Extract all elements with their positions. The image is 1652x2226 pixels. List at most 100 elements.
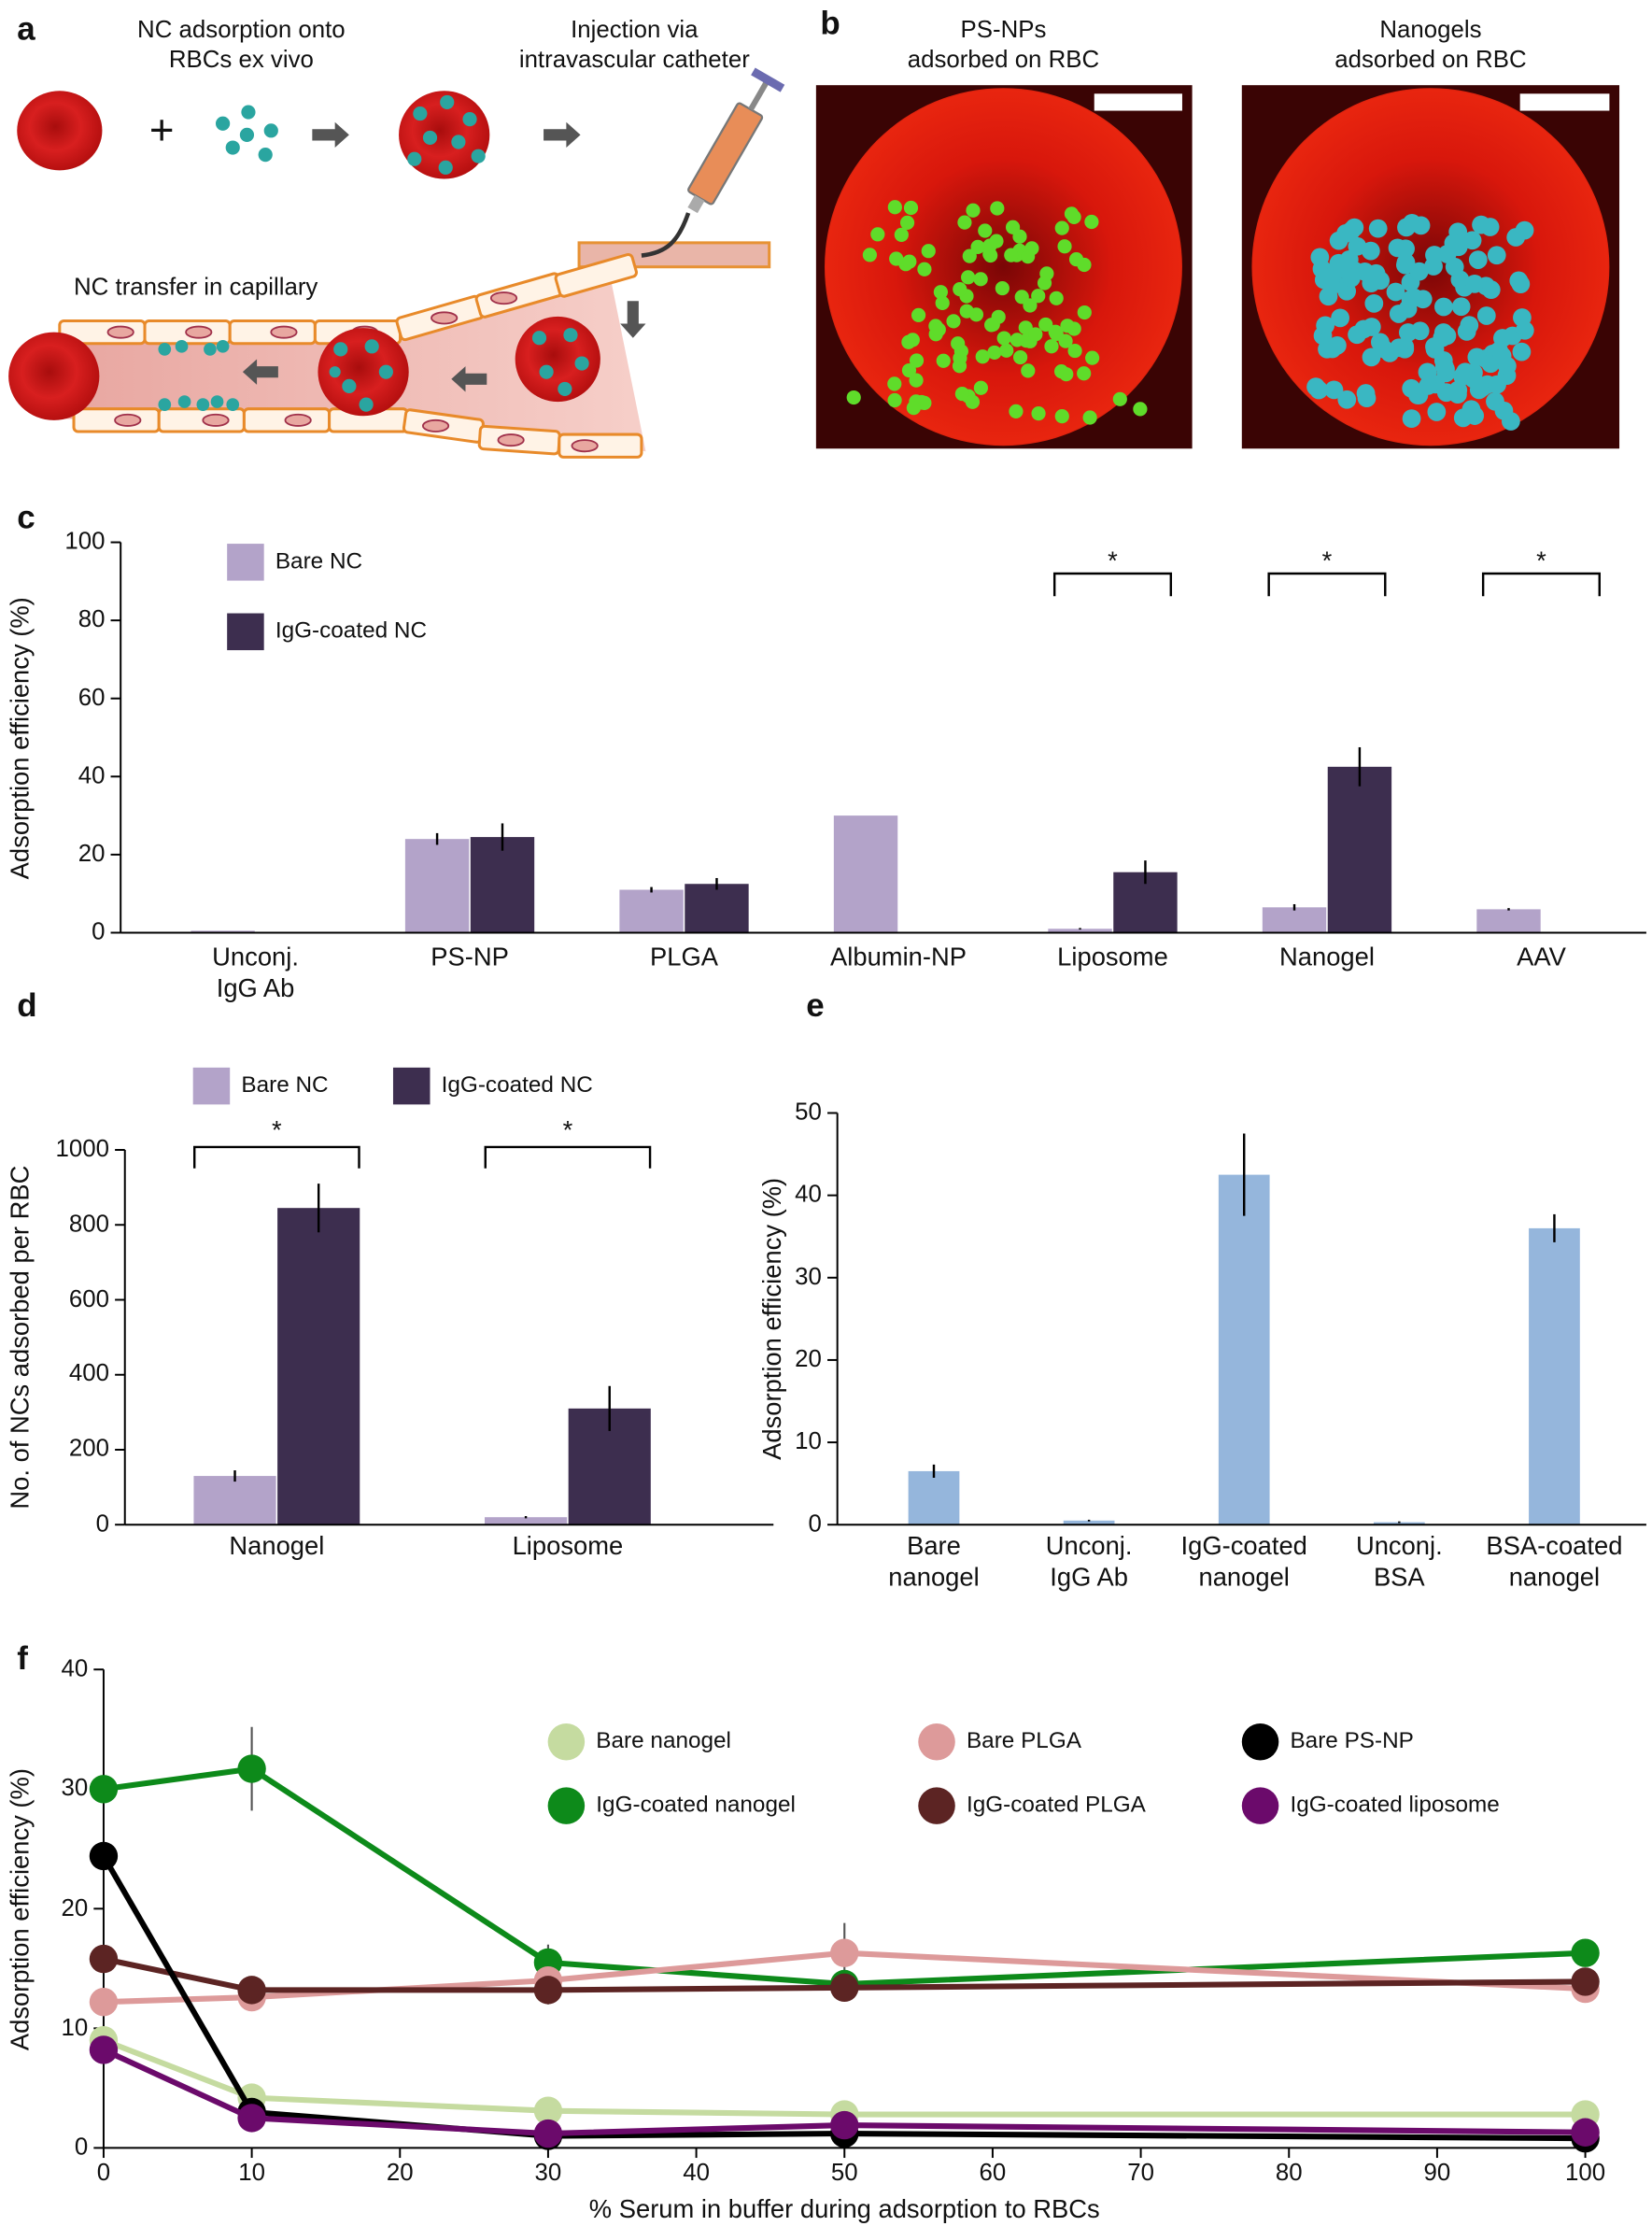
micrographs (815, 85, 1620, 449)
particle (995, 280, 1010, 296)
y-tick-label: 10 (795, 1427, 822, 1455)
bar (404, 839, 470, 933)
x-tick-label: 70 (1127, 2158, 1154, 2186)
particle (1060, 319, 1075, 333)
particle (946, 314, 961, 329)
particle (931, 322, 946, 337)
step-label: Injection via intravascular catheter (518, 16, 750, 73)
particle (1082, 410, 1097, 425)
panel-label: f (17, 1639, 28, 1677)
legend-label: IgG-coated NC (275, 618, 428, 644)
x-tick-label: 50 (830, 2158, 858, 2186)
particle (1306, 377, 1325, 397)
rbc-image (824, 88, 1182, 447)
particle (1009, 404, 1024, 419)
y-tick-label: 20 (78, 840, 106, 868)
data-point (830, 1973, 859, 2003)
particle (1493, 329, 1512, 347)
legend-swatch (227, 544, 264, 581)
particle (887, 200, 902, 215)
bar (1048, 929, 1112, 933)
data-point (237, 1754, 266, 1783)
particle (1512, 342, 1532, 362)
particle (1024, 241, 1039, 256)
particle (1337, 390, 1357, 409)
x-tick-label: Nanogel (1279, 943, 1375, 971)
particle (887, 392, 902, 408)
y-tick-label: 0 (74, 2133, 89, 2161)
particle (1469, 380, 1489, 400)
particle (1395, 255, 1415, 275)
scale-bar (1519, 93, 1610, 111)
nanocarriers (407, 94, 486, 175)
significance-label: * (1108, 546, 1118, 575)
x-tick-label: BSA-coated nanogel (1486, 1531, 1623, 1592)
particle (1467, 347, 1487, 367)
particle (903, 200, 919, 216)
particle (1342, 220, 1361, 240)
particle (1038, 317, 1053, 333)
legend-label: IgG-coated PLGA (966, 1793, 1146, 1818)
particle (1465, 275, 1484, 293)
y-tick-label: 1000 (55, 1135, 110, 1163)
particle (862, 248, 878, 262)
data-point (533, 1976, 563, 2005)
y-tick-label: 20 (795, 1345, 822, 1373)
data-point (1571, 1967, 1600, 1996)
bar (1218, 1174, 1270, 1525)
y-tick-label: 100 (64, 527, 106, 555)
y-tick-label: 0 (95, 1510, 110, 1538)
particle (1044, 339, 1059, 354)
particle (1084, 214, 1099, 230)
y-tick-label: 800 (68, 1210, 110, 1238)
particle (1048, 324, 1063, 339)
arrow (544, 121, 581, 149)
particle (1427, 403, 1447, 421)
particle (1049, 291, 1064, 305)
y-axis-label: Adsorption efficiency (%) (757, 1177, 786, 1460)
significance-label: * (272, 1115, 282, 1144)
significance-bracket (192, 1145, 360, 1169)
particle (846, 390, 861, 405)
particle (906, 401, 921, 416)
panel-label: c (17, 498, 35, 535)
schematic (8, 67, 785, 459)
particle (1511, 275, 1531, 293)
legend-label: Bare NC (241, 1073, 329, 1099)
particle (1461, 400, 1481, 419)
particle (1492, 347, 1512, 365)
ps-np-particles (846, 200, 1148, 425)
particle (1066, 209, 1081, 224)
particle (1039, 266, 1054, 281)
panel-label: d (17, 986, 37, 1024)
particle (1362, 318, 1381, 336)
particle (1481, 280, 1501, 300)
particle (1468, 250, 1488, 269)
y-tick-label: 200 (68, 1435, 110, 1463)
particle (909, 373, 924, 388)
particle (987, 345, 1002, 361)
legend-label: IgG-coated nanogel (596, 1793, 796, 1818)
y-tick-label: 0 (808, 1510, 822, 1538)
particle (1402, 378, 1421, 398)
particle (1506, 228, 1526, 247)
y-tick-label: 20 (61, 1893, 89, 1921)
legend-marker (918, 1787, 955, 1824)
particle (1476, 306, 1496, 325)
data-point (89, 1841, 119, 1871)
particle (911, 307, 926, 322)
step-label: NC transfer in capillary (74, 273, 318, 301)
particle (1112, 391, 1127, 406)
particle (1361, 241, 1380, 261)
y-tick-label: 10 (61, 2013, 89, 2041)
particle (887, 376, 902, 391)
particle (902, 254, 917, 269)
y-tick-label: 60 (78, 683, 106, 711)
syringe (687, 67, 785, 214)
particle (970, 239, 985, 254)
particle (1057, 239, 1072, 254)
y-tick-label: 30 (61, 1774, 89, 1802)
particle (1031, 289, 1046, 304)
y-tick-label: 30 (795, 1263, 822, 1290)
